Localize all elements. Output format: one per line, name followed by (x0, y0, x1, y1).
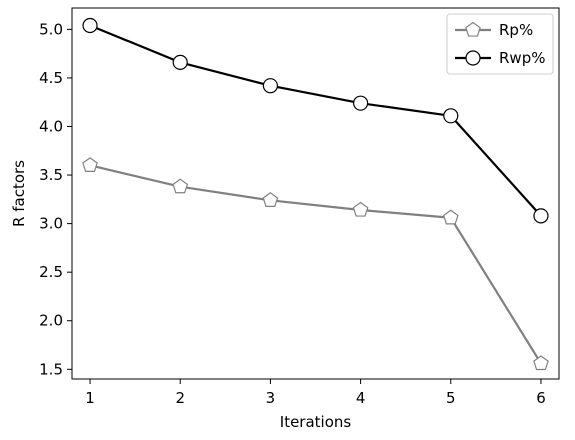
data-point-rwp (172, 54, 188, 70)
data-point-rp (352, 201, 369, 217)
series-line-rwp (89, 24, 542, 217)
data-point-rwp (533, 208, 549, 224)
series-rp (82, 157, 549, 371)
x-tick-label: 5 (446, 389, 456, 407)
x-tick-label: 3 (266, 389, 276, 407)
y-tick-label: 4.0 (39, 117, 63, 135)
x-tick-label: 6 (536, 389, 546, 407)
data-point-rp (172, 178, 189, 194)
legend-label-rwp: Rwp% (499, 49, 545, 67)
x-tick-label: 4 (356, 389, 366, 407)
data-point-rwp (82, 17, 98, 34)
legend-marker-rwp (465, 50, 481, 66)
y-axis-label: R factors (10, 160, 28, 227)
plot-frame (71, 7, 560, 380)
x-tick-label: 2 (175, 389, 185, 407)
y-tick-label: 3.5 (39, 166, 63, 184)
data-point-rp (442, 209, 459, 225)
data-point-rp (82, 157, 98, 172)
data-point-rp (262, 192, 279, 207)
x-axis-label: Iterations (280, 413, 352, 431)
data-point-rwp (352, 95, 369, 111)
y-tick-label: 2.0 (39, 312, 63, 330)
legend-label-rp: Rp% (499, 21, 533, 39)
axes: 1 2 3 4 5 6 1.5 2.0 2.5 3.0 3.5 4.0 4.5 5.0 (39, 20, 546, 407)
x-tick-label: 1 (85, 389, 95, 407)
legend: Rp% Rwp% (446, 13, 554, 75)
y-tick-label: 5.0 (39, 20, 63, 38)
y-tick-label: 4.5 (39, 69, 63, 87)
series-line-rp (89, 164, 542, 365)
legend-marker-rp (465, 21, 481, 37)
data-point-rwp (443, 108, 459, 124)
data-point-rwp (262, 78, 279, 94)
y-tick-label: 2.5 (39, 263, 63, 281)
plot-marks (82, 17, 549, 371)
y-tick-label: 3.0 (39, 215, 63, 233)
data-point-rp (533, 355, 549, 371)
series-rwp (82, 17, 549, 224)
y-tick-label: 1.5 (39, 360, 63, 378)
